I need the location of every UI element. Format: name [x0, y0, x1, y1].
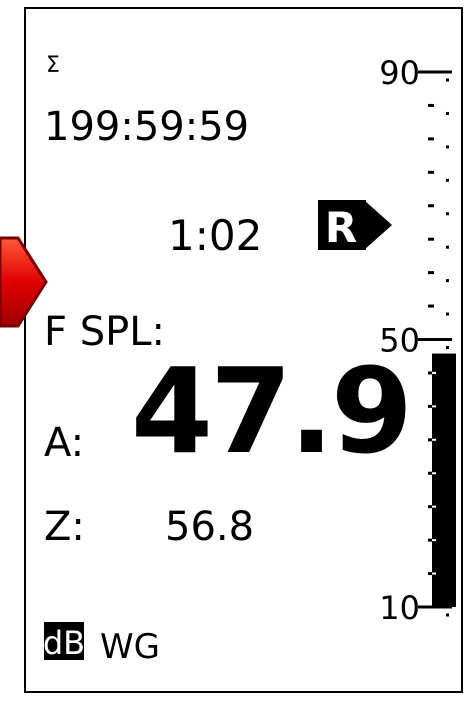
weighting-label: WG — [100, 627, 160, 667]
scale-label: 10 — [379, 589, 420, 627]
reading-value: 47.9 — [131, 342, 410, 480]
run-icon-label: R — [325, 203, 357, 252]
scale-label: 50 — [379, 322, 420, 360]
unit-badge: dB — [43, 622, 85, 662]
total-time: 199:59:59 — [44, 104, 249, 150]
sum-symbol: Σ — [46, 53, 60, 78]
scale-label: 90 — [379, 54, 420, 92]
reading-value: 56.8 — [165, 504, 254, 550]
reading-label: Z: — [44, 504, 85, 550]
level-bar — [432, 354, 456, 607]
elapsed-time: 1:02 — [168, 211, 262, 260]
unit-label: dB — [43, 624, 85, 662]
meter-screen: Σ 199:59:59 1:02 R F SPL: A: 47.9 Z: 56.… — [0, 0, 467, 701]
reading-label: A: — [44, 420, 84, 466]
